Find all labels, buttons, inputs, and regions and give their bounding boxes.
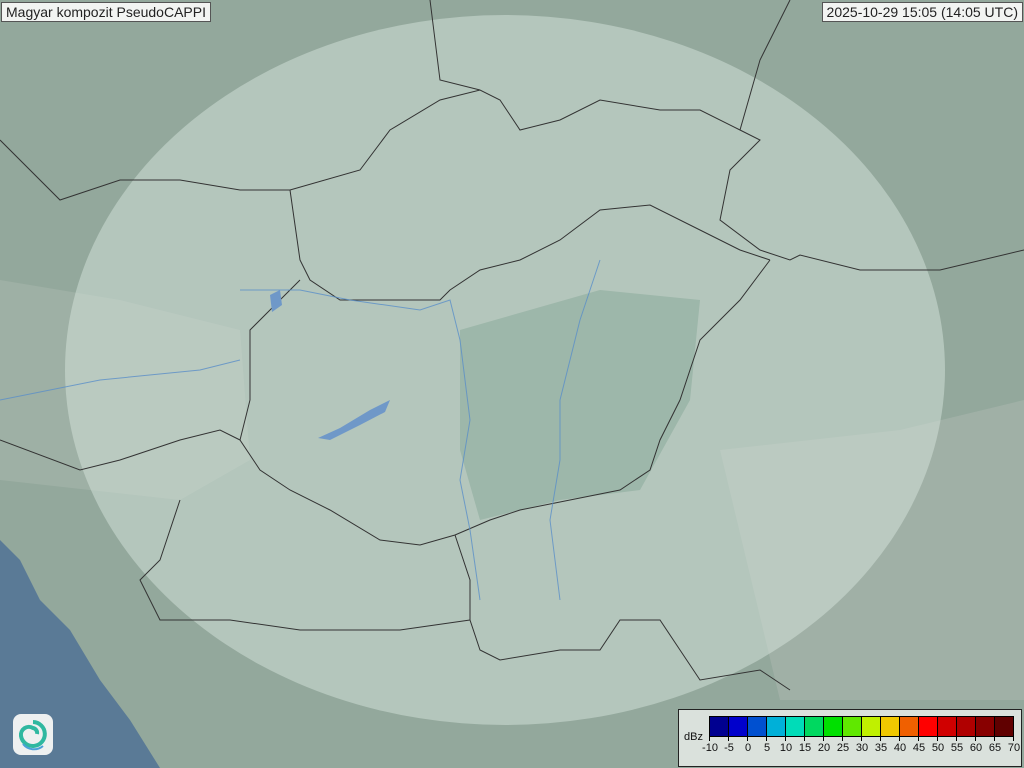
tick-mark [823,736,824,741]
tick-label: 65 [988,742,1002,754]
tick-label: 70 [1007,742,1021,754]
swirl-logo-icon[interactable] [13,714,53,755]
tick-mark [1013,736,1014,741]
color-cell [843,717,862,736]
tick-label: -5 [724,742,734,754]
rivers [0,259,601,601]
color-cell [938,717,957,736]
tick-label: 60 [969,742,983,754]
tick-mark [747,736,748,741]
tick-mark [899,736,900,741]
color-cell [881,717,900,736]
tick-mark [785,736,786,741]
color-scale-bar [709,716,1014,737]
plain-area [460,290,700,520]
tick-label: 20 [817,742,831,754]
lake-neusiedl [270,290,282,312]
color-cell [748,717,767,736]
color-cell [729,717,748,736]
lake-balaton [318,400,390,440]
tick-mark [861,736,862,741]
timestamp: 2025-10-29 15:05 (14:05 UTC) [821,2,1023,22]
color-cell [862,717,881,736]
sea [0,540,160,768]
tick-label: 50 [931,742,945,754]
tick-label: 35 [874,742,888,754]
color-cell [900,717,919,736]
tick-mark [994,736,995,741]
dbz-color-legend: dBz -10 -5 0 5 10 15 20 25 30 35 40 45 50 55 60 65 70 [678,709,1022,767]
tick-label: 55 [950,742,964,754]
tick-mark [937,736,938,741]
tick-label: 5 [763,742,771,754]
tick-label: 45 [912,742,926,754]
tick-label: 15 [798,742,812,754]
color-cell [786,717,805,736]
color-cell [957,717,976,736]
tick-label: 0 [744,742,752,754]
tick-mark [956,736,957,741]
tick-mark [709,736,710,741]
tick-mark [880,736,881,741]
country-borders [0,0,1024,691]
tick-label: 10 [779,742,793,754]
tick-mark [766,736,767,741]
color-cell [805,717,824,736]
tick-mark [842,736,843,741]
color-cell [976,717,995,736]
tick-label: 30 [855,742,869,754]
tick-mark [728,736,729,741]
tick-mark [918,736,919,741]
tick-mark [975,736,976,741]
color-cell [824,717,843,736]
tick-mark [804,736,805,741]
tick-label: 25 [836,742,850,754]
color-cell [767,717,786,736]
color-cell [919,717,938,736]
tick-label: 40 [893,742,907,754]
tick-label: -10 [702,742,718,754]
legend-unit: dBz [684,731,703,743]
color-cell [710,717,729,736]
product-title: Magyar kompozit PseudoCAPPI [1,2,211,22]
color-cell [995,717,1013,736]
